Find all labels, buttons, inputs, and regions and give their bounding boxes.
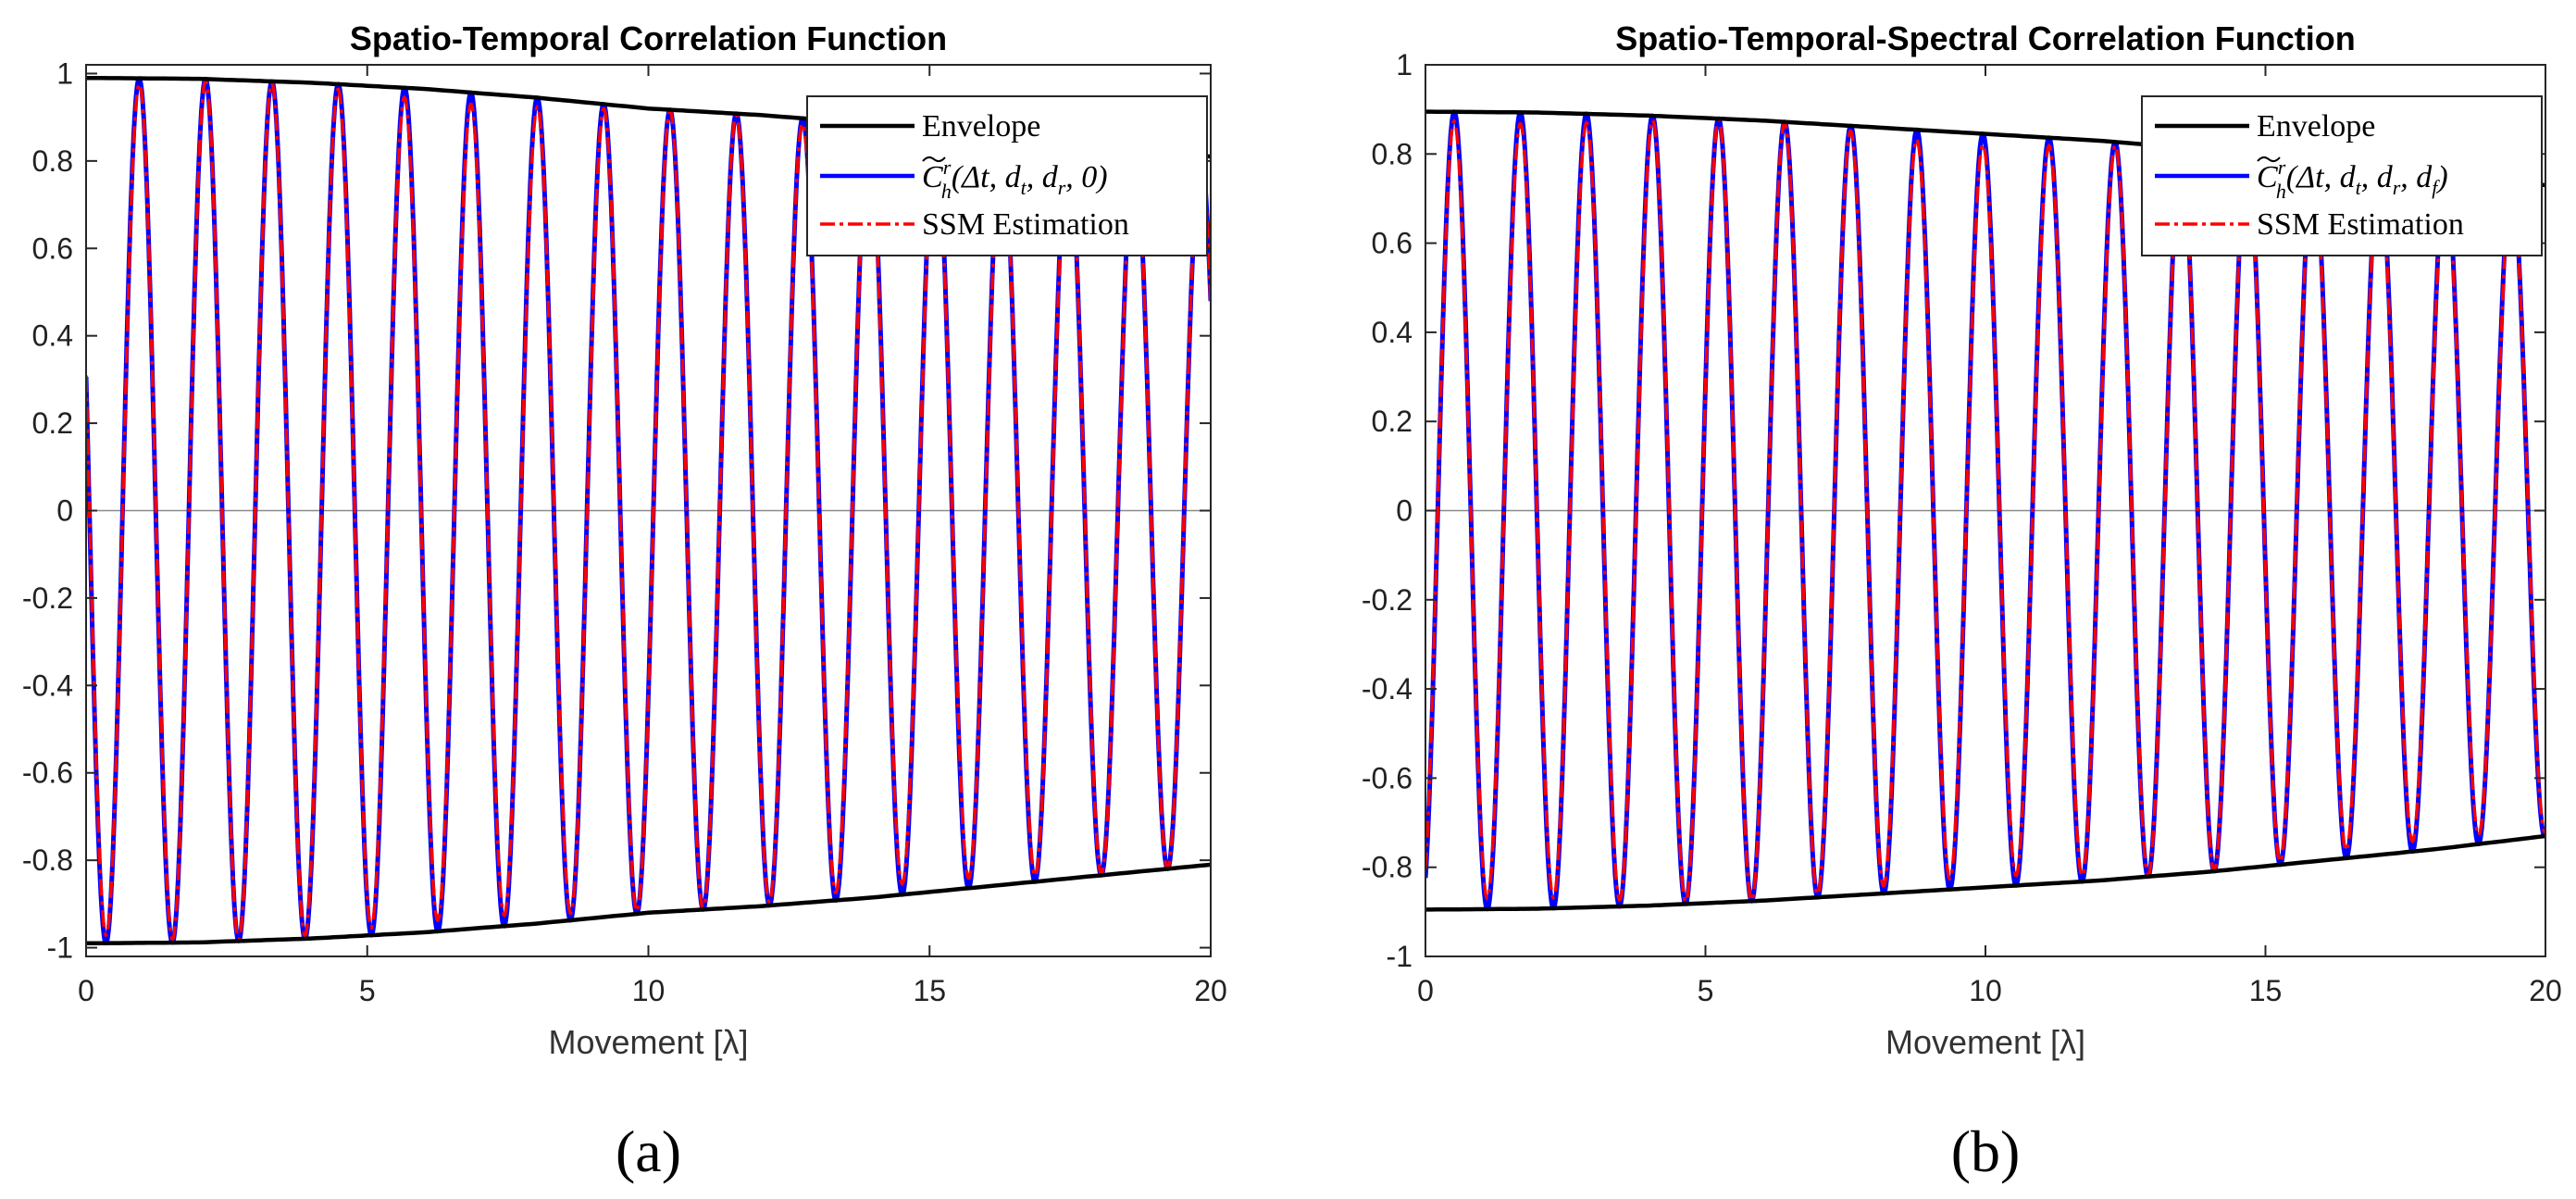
series-ssm-estimation-line [1425,117,2545,905]
chart-a: Spatio-Temporal Correlation Function 1 0.8… [22,19,1227,1184]
legend-label-part: r [2393,176,2401,199]
legend-label-part: r [943,156,952,179]
series-envelope-lower [86,862,1211,946]
legend-label-envelope: Envelope [2257,109,2375,144]
y-tick-label: -0.8 [1362,851,1412,884]
x-tick-label: 5 [1698,974,1714,1007]
plot-area [1425,109,2545,912]
y-tick-label: 0.8 [1372,137,1412,170]
legend-label-part: t [2356,176,2362,199]
legend-label-part: f [2432,176,2440,199]
chart-title: Spatio-Temporal Correlation Function [350,19,947,57]
legend-label-correlation: Cr h(Δt, dt, dr, 0) [922,156,1108,203]
legend-label-part: , 0) [1065,160,1107,194]
y-tick-label: -0.4 [1362,672,1412,706]
legend-label-part: h [941,180,952,203]
y-tick-label: -0.2 [22,581,73,615]
legend-label-ssm: SSM Estimation [922,207,1129,242]
legend-label-part: , d [2361,160,2394,194]
x-tick-label: 20 [2529,974,2562,1007]
y-tick-label: 0.6 [1372,227,1412,260]
panel-label: (a) [616,1118,681,1184]
x-tick-label: 0 [78,974,94,1007]
legend-label-part: ) [2435,160,2447,194]
y-tick-label: 0 [56,494,73,528]
chart-title: Spatio-Temporal-Spectral Correlation Fun… [1615,19,2355,57]
legend-label-envelope: Envelope [922,109,1040,144]
x-tick-label: 10 [1969,974,2002,1007]
legend-label-part: C [2257,160,2278,194]
x-tick-label: 0 [1417,974,1434,1007]
tilde-mark [2257,156,2281,163]
series-ssm-estimation-line [86,78,1211,943]
y-tick-label: -1 [1387,940,1412,973]
legend-label-part: , d [2400,160,2433,194]
x-tick-label: 15 [913,974,946,1007]
y-tick-label: -0.4 [22,668,73,702]
x-tick-label: 20 [1194,974,1227,1007]
tilde-mark [922,156,946,163]
y-tick-label: 0.4 [1372,316,1412,349]
legend-label-part: (Δt, d [2286,160,2357,194]
x-axis-label: Movement [λ] [548,1023,748,1061]
legend-label-part: h [2276,180,2286,203]
y-tick-label: 0.4 [32,319,73,353]
legend-label-part: r [1058,176,1066,199]
y-tick-label: -0.8 [22,843,73,877]
legend-label-part: r [2278,156,2286,179]
y-tick-label: -0.6 [1362,761,1412,794]
x-tick-label: 5 [359,974,376,1007]
y-tick-label: 0.2 [1372,405,1412,438]
y-tick-label: 1 [56,56,73,90]
panel-label: (b) [1951,1118,2021,1184]
legend-label-correlation: Cr h(Δt, dt, dr, df) [2257,156,2448,203]
y-tick-label: 1 [1396,48,1412,81]
legend-label-part: C [922,160,943,194]
y-tick-label: -0.2 [1362,583,1412,617]
legend-label-part: t [1021,176,1027,199]
legend-label-part: , d [1027,160,1059,194]
y-tick-label: -1 [47,931,73,965]
x-axis-label: Movement [λ] [1885,1023,2085,1061]
y-tick-label: -0.6 [22,756,73,790]
y-tick-label: 0 [1396,494,1412,528]
chart-b: Spatio-Temporal-Spectral Correlation Fun… [1362,19,2562,1184]
x-tick-label: 10 [632,974,666,1007]
y-tick-label: 0.8 [32,144,73,178]
y-tick-label: 0.2 [32,406,73,440]
series-envelope-lower [1425,833,2545,912]
legend-label-part: (Δt, d [952,160,1022,194]
x-tick-label: 15 [2249,974,2283,1007]
y-tick-label: 0.6 [32,231,73,265]
legend-label-ssm: SSM Estimation [2257,207,2464,242]
